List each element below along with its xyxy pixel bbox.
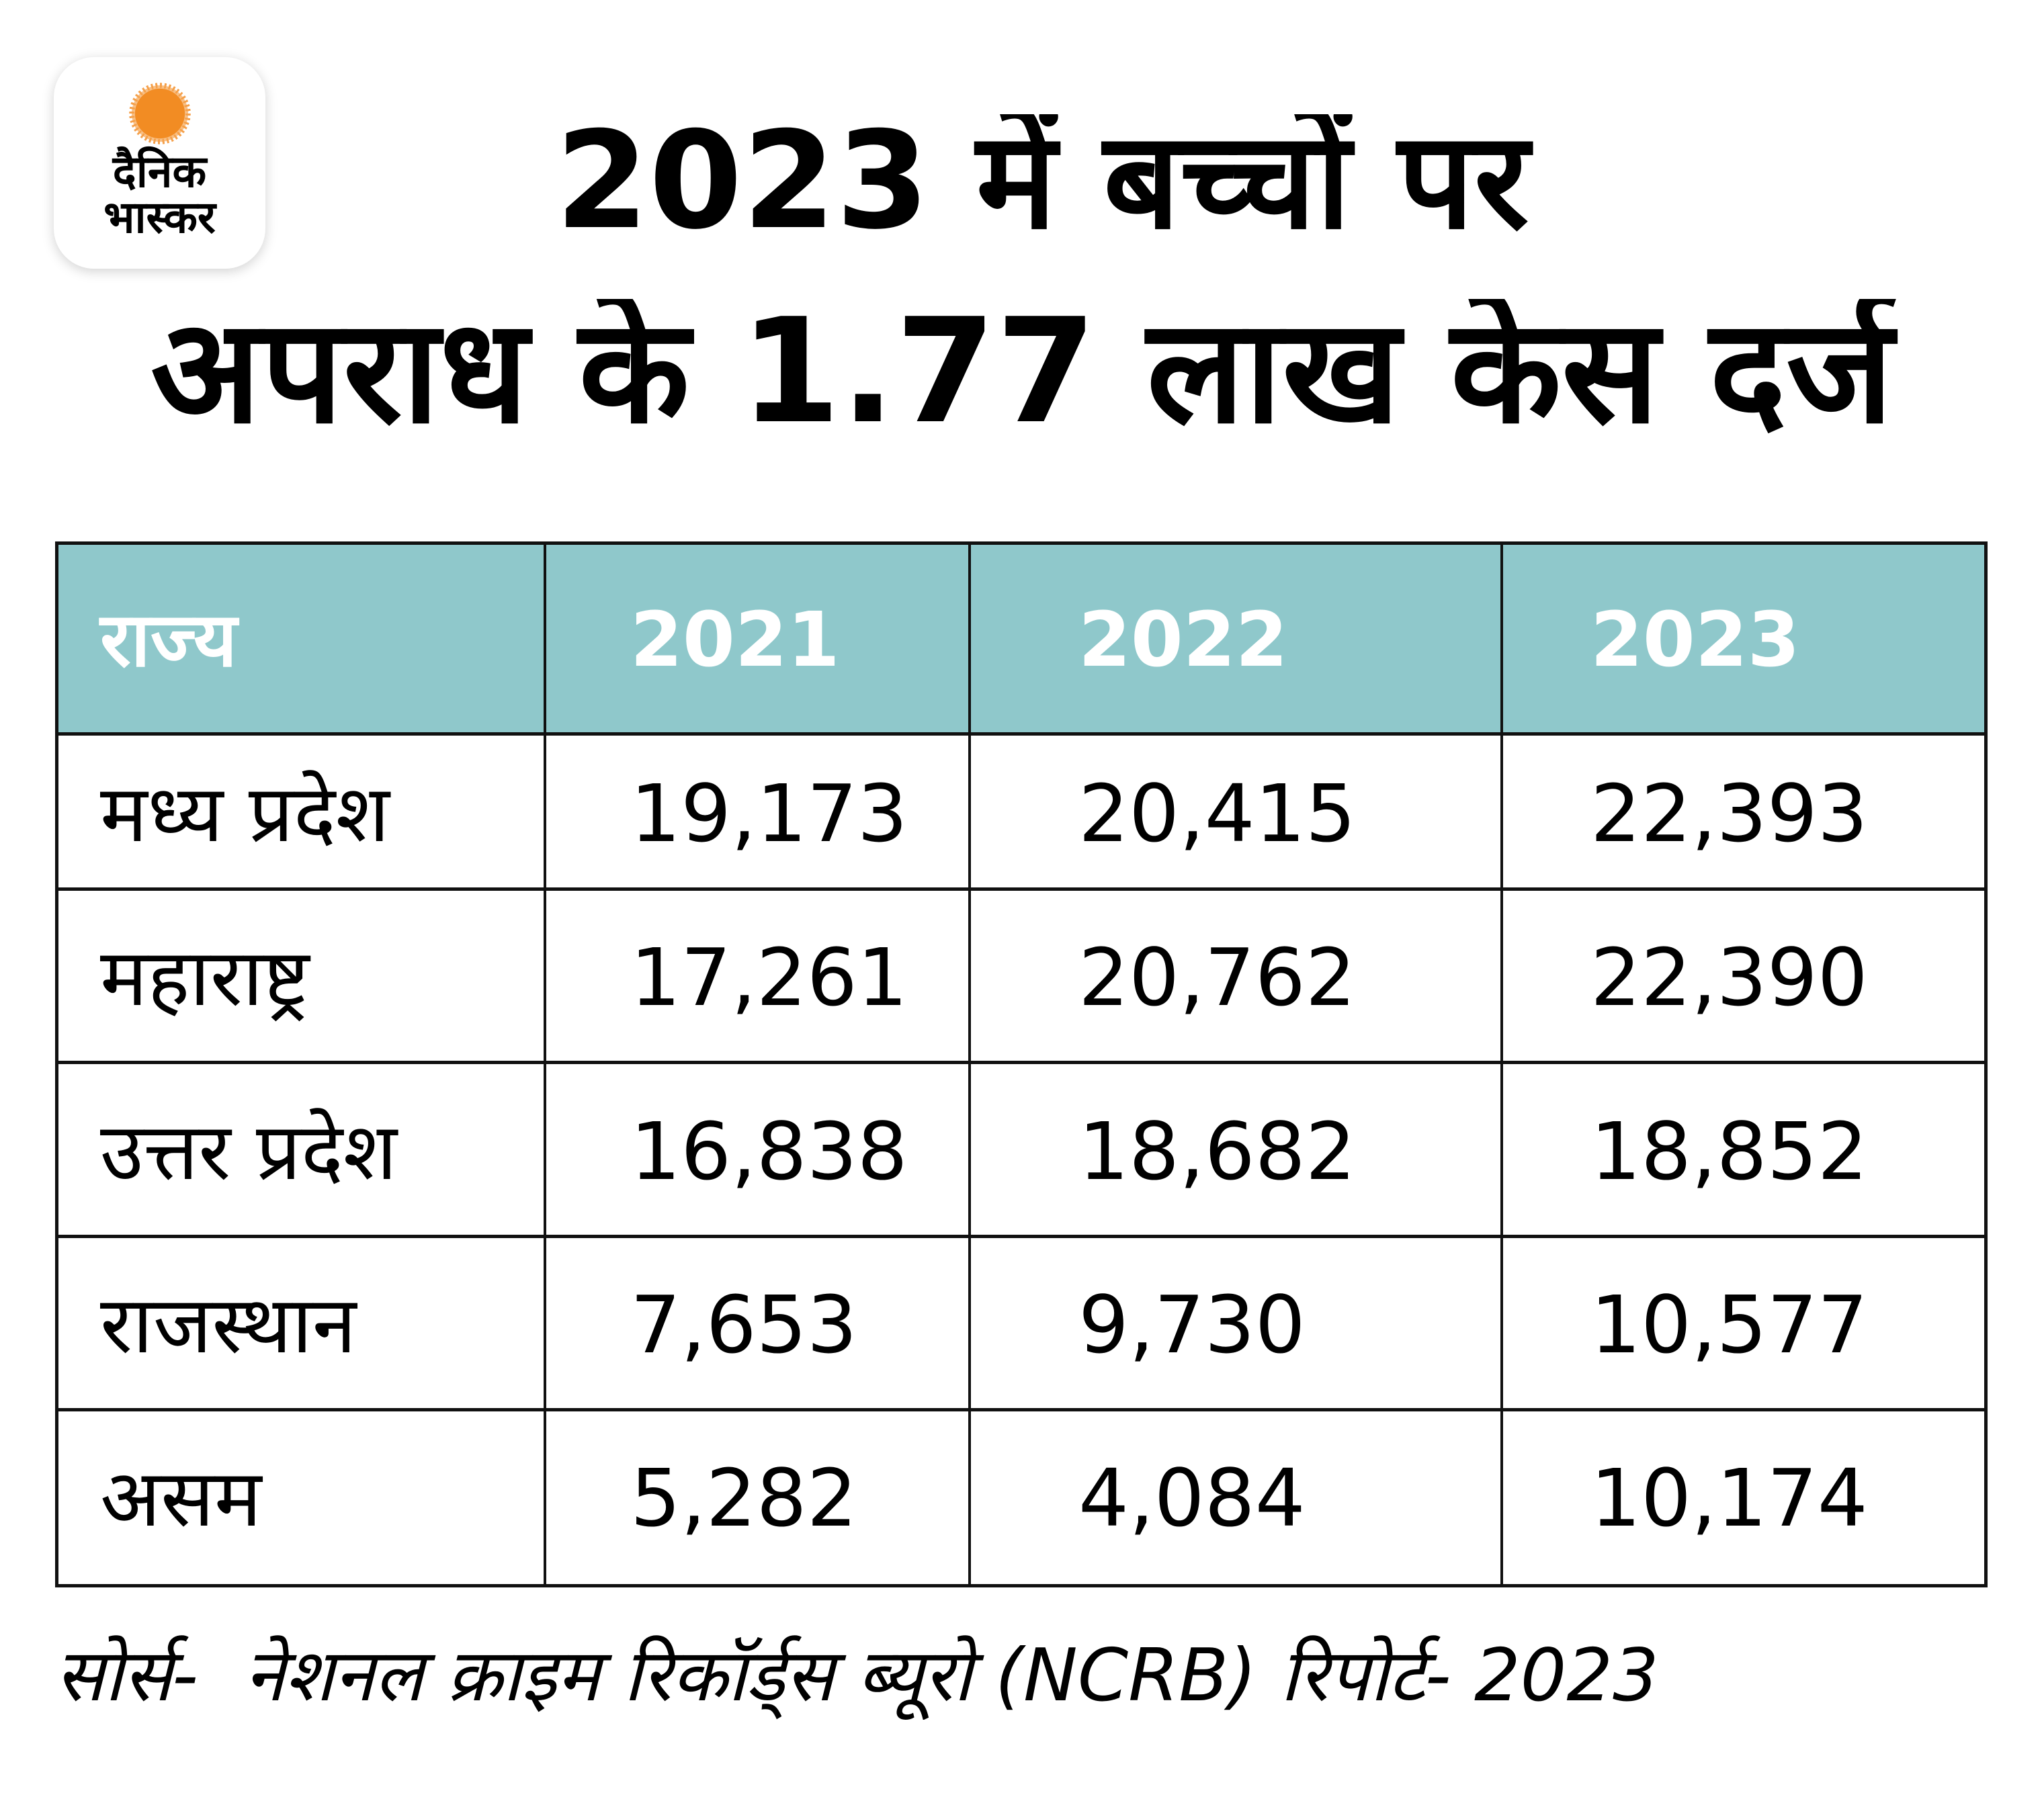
value-2023-cell: 10,174 (1500, 1411, 1984, 1584)
logo-text-line2: भास्कर (103, 191, 216, 243)
table-row: असम 5,282 4,084 10,174 (58, 1408, 1984, 1584)
value-2022-cell: 20,415 (968, 736, 1500, 891)
value-2022-cell: 4,084 (968, 1411, 1500, 1584)
column-header-2022: 2022 (968, 545, 1500, 736)
table-row: महाराष्ट्र 17,261 20,762 22,390 (58, 887, 1984, 1064)
dainik-bhaskar-logo: दैनिक भास्कर (54, 57, 265, 269)
value-2021-cell: 16,838 (544, 1064, 968, 1238)
logo-text-line1: दैनिक (112, 146, 207, 198)
state-cell: राजस्थान (100, 1278, 357, 1371)
crime-cases-table: राज्य 2021 2022 2023 मध्य प्रदेश 19,173 … (55, 541, 1988, 1587)
table-row: उत्तर प्रदेश 16,838 18,682 18,852 (58, 1061, 1984, 1238)
table-row: मध्य प्रदेश 19,173 20,415 22,393 (58, 732, 1984, 891)
value-2022-cell: 18,682 (968, 1064, 1500, 1238)
page-title-line1: 2023 में बच्चों पर (555, 114, 1529, 249)
value-2021-cell: 19,173 (544, 736, 968, 891)
state-cell: महाराष्ट्र (100, 931, 310, 1024)
value-2021-cell: 7,653 (544, 1238, 968, 1411)
sun-icon (132, 85, 188, 142)
source-note: सोर्स- नेशनल क्राइम रिकॉर्ड्स ब्यूरो (NC… (55, 1634, 1659, 1718)
column-header-state: राज्य (100, 597, 237, 684)
value-2022-cell: 9,730 (968, 1238, 1500, 1411)
state-cell: उत्तर प्रदेश (100, 1104, 398, 1198)
state-cell: मध्य प्रदेश (100, 767, 390, 860)
page-title-line2: अपराध के 1.77 लाख केस दर्ज (151, 299, 1893, 443)
column-header-2023: 2023 (1500, 545, 1984, 736)
value-2023-cell: 18,852 (1500, 1064, 1984, 1238)
value-2023-cell: 22,390 (1500, 891, 1984, 1064)
value-2022-cell: 20,762 (968, 891, 1500, 1064)
table-row: राजस्थान 7,653 9,730 10,577 (58, 1235, 1984, 1411)
value-2021-cell: 5,282 (544, 1411, 968, 1584)
column-header-2021: 2021 (544, 545, 968, 736)
value-2023-cell: 22,393 (1500, 736, 1984, 891)
value-2023-cell: 10,577 (1500, 1238, 1984, 1411)
value-2021-cell: 17,261 (544, 891, 968, 1064)
state-cell: असम (100, 1451, 262, 1544)
table-header-row: राज्य 2021 2022 2023 (58, 545, 1984, 736)
